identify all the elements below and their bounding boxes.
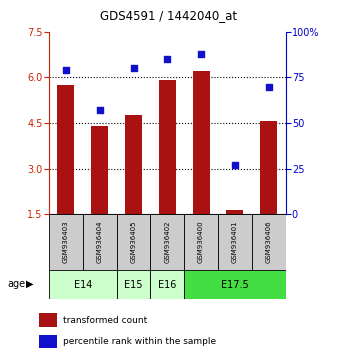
FancyBboxPatch shape [117, 270, 150, 299]
Point [63, 67, 69, 73]
Point [165, 56, 170, 62]
FancyBboxPatch shape [49, 214, 83, 271]
Bar [40, 313, 56, 327]
Bar [57, 85, 74, 214]
Text: GSM936402: GSM936402 [164, 220, 170, 263]
Text: E14: E14 [74, 280, 92, 290]
Bar [125, 115, 142, 214]
Point [198, 51, 204, 57]
Point [131, 65, 136, 71]
Text: GSM936403: GSM936403 [63, 220, 69, 263]
Bar [260, 121, 277, 214]
Text: E17.5: E17.5 [221, 280, 249, 290]
FancyBboxPatch shape [252, 214, 286, 271]
FancyBboxPatch shape [117, 214, 150, 271]
Text: percentile rank within the sample: percentile rank within the sample [63, 337, 216, 346]
Text: E16: E16 [158, 280, 176, 290]
Text: GSM936404: GSM936404 [97, 220, 103, 263]
Point [232, 162, 238, 168]
FancyBboxPatch shape [150, 270, 184, 299]
FancyBboxPatch shape [184, 270, 286, 299]
FancyBboxPatch shape [150, 214, 184, 271]
Text: GSM936406: GSM936406 [266, 220, 272, 263]
FancyBboxPatch shape [184, 214, 218, 271]
Text: age: age [7, 279, 26, 289]
Text: GSM936405: GSM936405 [130, 220, 137, 263]
Text: transformed count: transformed count [63, 315, 147, 325]
Bar [226, 210, 243, 214]
FancyBboxPatch shape [218, 214, 252, 271]
Bar [193, 72, 210, 214]
FancyBboxPatch shape [83, 214, 117, 271]
Bar [40, 335, 56, 348]
Bar [159, 80, 176, 214]
Point [266, 84, 271, 89]
Text: GSM936400: GSM936400 [198, 220, 204, 263]
Text: E15: E15 [124, 280, 143, 290]
FancyBboxPatch shape [49, 270, 117, 299]
Point [97, 107, 102, 113]
Text: GDS4591 / 1442040_at: GDS4591 / 1442040_at [100, 9, 238, 22]
Text: ▶: ▶ [26, 279, 33, 289]
Text: GSM936401: GSM936401 [232, 220, 238, 263]
Bar [91, 126, 108, 214]
